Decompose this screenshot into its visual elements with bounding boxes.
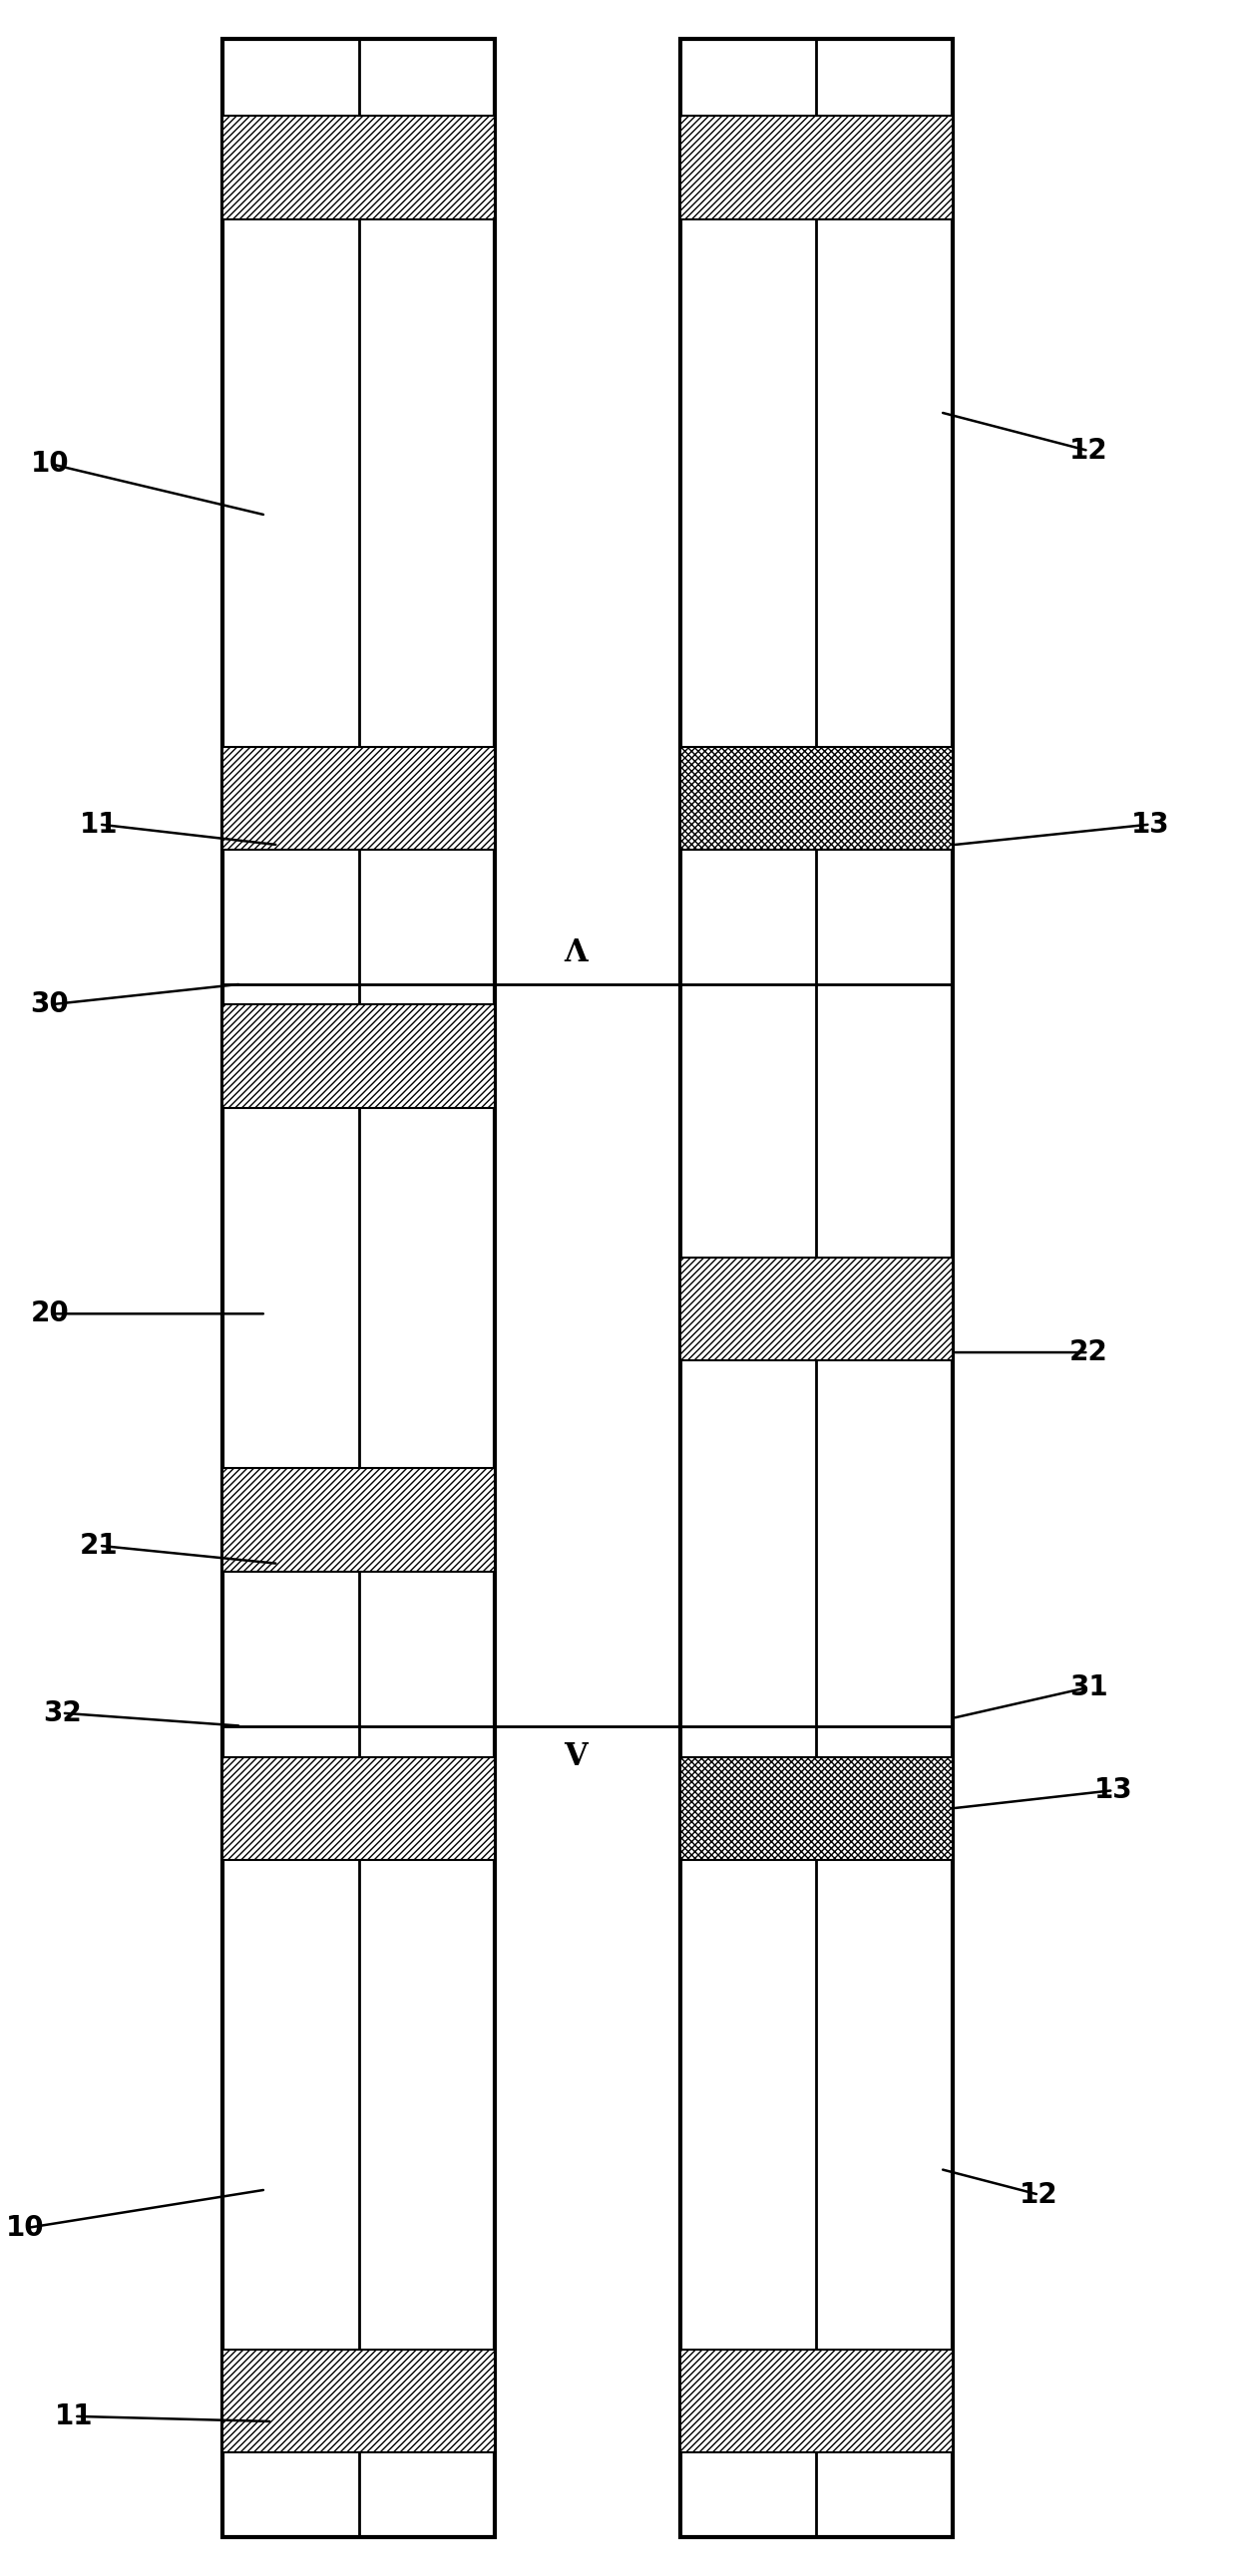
- Text: 10: 10: [5, 2215, 45, 2241]
- Bar: [223, 1757, 495, 1860]
- Text: 32: 32: [42, 1700, 82, 1726]
- Bar: [680, 2349, 952, 2452]
- Bar: [223, 39, 495, 2537]
- Bar: [680, 116, 952, 219]
- Text: 31: 31: [1069, 1674, 1108, 1700]
- Text: V: V: [563, 1741, 588, 1772]
- Bar: [223, 1468, 495, 1571]
- Text: 11: 11: [80, 811, 119, 837]
- Bar: [680, 39, 952, 2537]
- Text: 13: 13: [1131, 811, 1170, 837]
- Text: 10: 10: [30, 451, 69, 477]
- Text: Λ: Λ: [564, 938, 588, 969]
- Bar: [223, 1005, 495, 1108]
- Bar: [680, 747, 952, 850]
- Text: 12: 12: [1019, 2182, 1059, 2208]
- Text: 11: 11: [56, 2403, 94, 2429]
- Bar: [223, 747, 495, 850]
- Text: 21: 21: [79, 1533, 119, 1558]
- Text: 30: 30: [30, 992, 69, 1018]
- Text: 22: 22: [1069, 1340, 1108, 1365]
- Bar: [680, 1257, 952, 1360]
- Text: 12: 12: [1069, 438, 1108, 464]
- Bar: [223, 116, 495, 219]
- Bar: [223, 2349, 495, 2452]
- Text: 13: 13: [1094, 1777, 1133, 1803]
- Bar: [680, 1757, 952, 1860]
- Text: 20: 20: [30, 1301, 69, 1327]
